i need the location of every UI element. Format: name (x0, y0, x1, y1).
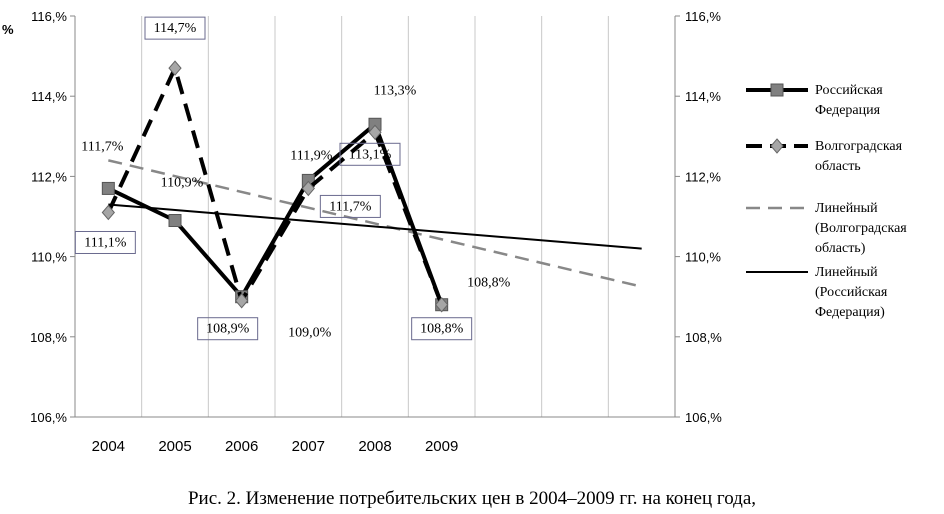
data-label-russia-2009: 108,8% (467, 276, 511, 291)
data-label-box (411, 317, 473, 341)
y2-tick-label: 108,% (685, 330, 722, 345)
trendline-volgograd (108, 159, 642, 288)
legend: Российская Федерация Волгоградская область Л… (746, 83, 907, 320)
legend-label: Федерация (815, 103, 881, 118)
data-label-box (319, 194, 381, 218)
chart: 106,% 106,% 108,% 108,% 110,% 110,% 112,% 112,%… (2, 9, 907, 455)
data-label-volgograd-2009: 108,8% (420, 322, 464, 337)
legend-item-0: Российская Федерация (746, 83, 883, 118)
marker-volgograd-2005 (168, 60, 182, 76)
legend-label: область) (815, 241, 866, 256)
data-label-russia-2006: 109,0% (288, 326, 332, 341)
data-label-box (144, 16, 206, 40)
series-line-volgograd (106, 66, 444, 306)
legend-marker-diamond (770, 138, 784, 154)
y-tick-label: 108,% (30, 330, 67, 345)
series-line-russia (107, 122, 444, 306)
legend-label: (Волгоградская (815, 221, 907, 236)
marker-russia-2005 (168, 214, 182, 228)
data-label-box (339, 142, 401, 166)
y2-tick-label: 114,% (685, 89, 721, 104)
data-label-volgograd-2005: 114,7% (154, 21, 197, 36)
legend-label: Линейный (815, 265, 878, 280)
data-label-russia-2005: 110,9% (161, 176, 204, 191)
y2-tick-label: 112,% (685, 169, 721, 184)
data-label-russia-2007: 111,9% (290, 148, 332, 163)
y-axis-label: % (2, 22, 14, 37)
y-tick-label: 112,% (31, 169, 67, 184)
y2-tick-label: 106,% (685, 410, 722, 425)
data-label-volgograd-2004: 111,1% (84, 235, 126, 250)
legend-item-1: Волгоградская область (746, 138, 903, 174)
marker-volgograd-2004 (101, 204, 115, 221)
x-tick-label: 2009 (425, 438, 458, 455)
data-label-russia-2004: 111,7% (81, 139, 123, 154)
marker-russia-2004 (101, 181, 115, 195)
x-tick-label: 2005 (158, 438, 191, 455)
y-tick-label: 110,% (31, 250, 67, 265)
data-label-russia-2008: 113,3% (374, 83, 417, 98)
x-tick-label: 2006 (225, 438, 258, 455)
figure-caption: Рис. 2. Изменение потребительских цен в … (187, 488, 757, 509)
trendline-russia (108, 203, 642, 250)
y-tick-label: 116,% (31, 9, 67, 24)
data-labels: 111,7% 110,9% 109,0% 111,9% 113,3% 108,8% 111,… (74, 16, 511, 341)
y2-tick-label: 116,% (685, 9, 721, 24)
legend-label: Федерация) (815, 305, 885, 320)
marker-volgograd-2007 (301, 180, 315, 197)
y-tick-label: 106,% (30, 410, 67, 425)
data-label-volgograd-2008: 113,1% (349, 147, 392, 162)
legend-item-3: Линейный (Российская Федерация) (746, 265, 888, 320)
legend-label: Российская (815, 83, 883, 98)
trendlines (108, 159, 642, 288)
legend-label: область (815, 159, 861, 174)
legend-label: Линейный (815, 201, 878, 216)
marker-volgograd-2006 (235, 292, 249, 309)
series-lines (101, 60, 449, 313)
y-tick-label: 114,% (31, 89, 67, 104)
marker-volgograd-2009 (435, 296, 449, 313)
x-tick-label: 2007 (292, 438, 325, 455)
marker-volgograd-2008 (368, 124, 382, 141)
legend-label: (Российская (815, 285, 888, 300)
legend-item-2: Линейный (Волгоградская область) (746, 201, 907, 256)
data-label-volgograd-2006: 108,9% (206, 322, 250, 337)
legend-marker-square (770, 83, 784, 97)
axes: 106,% 106,% 108,% 108,% 110,% 110,% 112,% 112,%… (2, 9, 722, 455)
data-label-box (74, 230, 136, 254)
x-tick-label: 2008 (358, 438, 391, 455)
data-label-volgograd-2007: 111,7% (329, 199, 371, 214)
y2-tick-label: 110,% (685, 250, 721, 265)
data-label-box (197, 317, 259, 341)
legend-label: Волгоградская (815, 139, 903, 154)
x-tick-label: 2004 (92, 438, 125, 455)
